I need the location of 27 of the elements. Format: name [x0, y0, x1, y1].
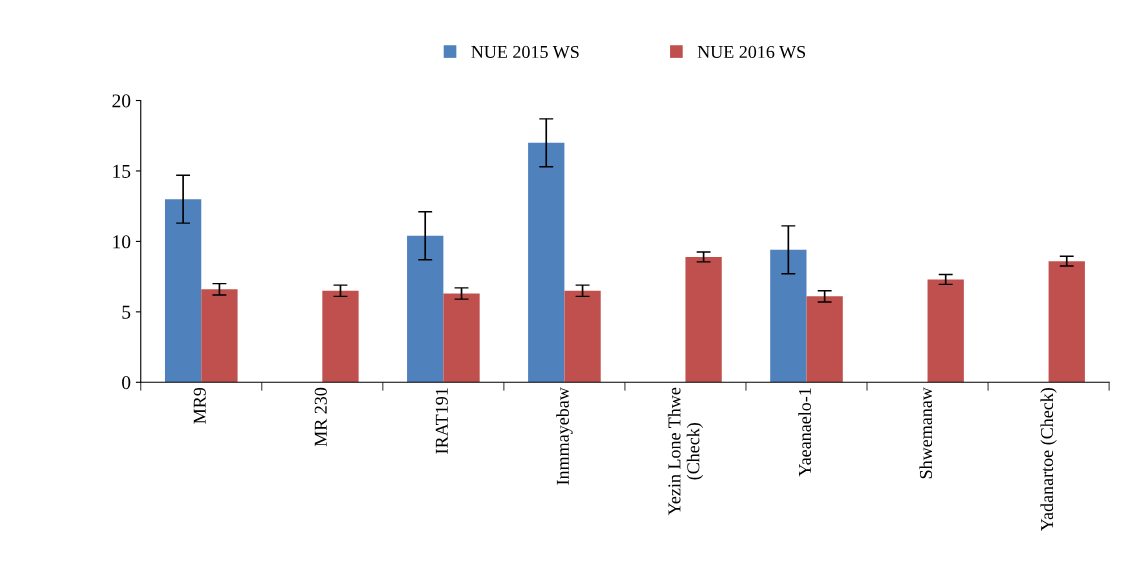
y-tick-label: 20 [112, 94, 131, 108]
legend-label: NUE 2016 WS [697, 45, 806, 59]
bar [685, 256, 722, 383]
x-tick-label: Shwemanaw [919, 387, 933, 479]
x-tick-label: Yaeanaelo-1 [798, 388, 812, 477]
x-tick-label: IRAT191 [435, 388, 448, 454]
x-tick-label: Yezin Lone Thwe (Check) [667, 387, 704, 516]
x-tick-label: MR 230 [314, 387, 327, 447]
bar [322, 290, 359, 383]
y-tick-label: 0 [122, 376, 131, 390]
bar [564, 290, 601, 383]
bar [164, 199, 202, 383]
bar [927, 279, 964, 383]
bar [1048, 261, 1085, 383]
bar [407, 235, 444, 383]
x-tick-label: Inmmayebaw [556, 387, 573, 485]
legend-label: NUE 2015 WS [471, 45, 579, 59]
bar [443, 293, 480, 383]
x-tick-label: Yadanartoe (Check) [1040, 387, 1057, 532]
y-tick-label: 15 [113, 164, 131, 178]
bar [806, 296, 843, 383]
y-tick-label: 5 [122, 305, 131, 319]
x-tick-label: MR9 [193, 387, 206, 424]
y-tick-label: 10 [113, 235, 131, 249]
bar [528, 142, 565, 383]
bar [201, 289, 238, 383]
bar [770, 249, 807, 383]
